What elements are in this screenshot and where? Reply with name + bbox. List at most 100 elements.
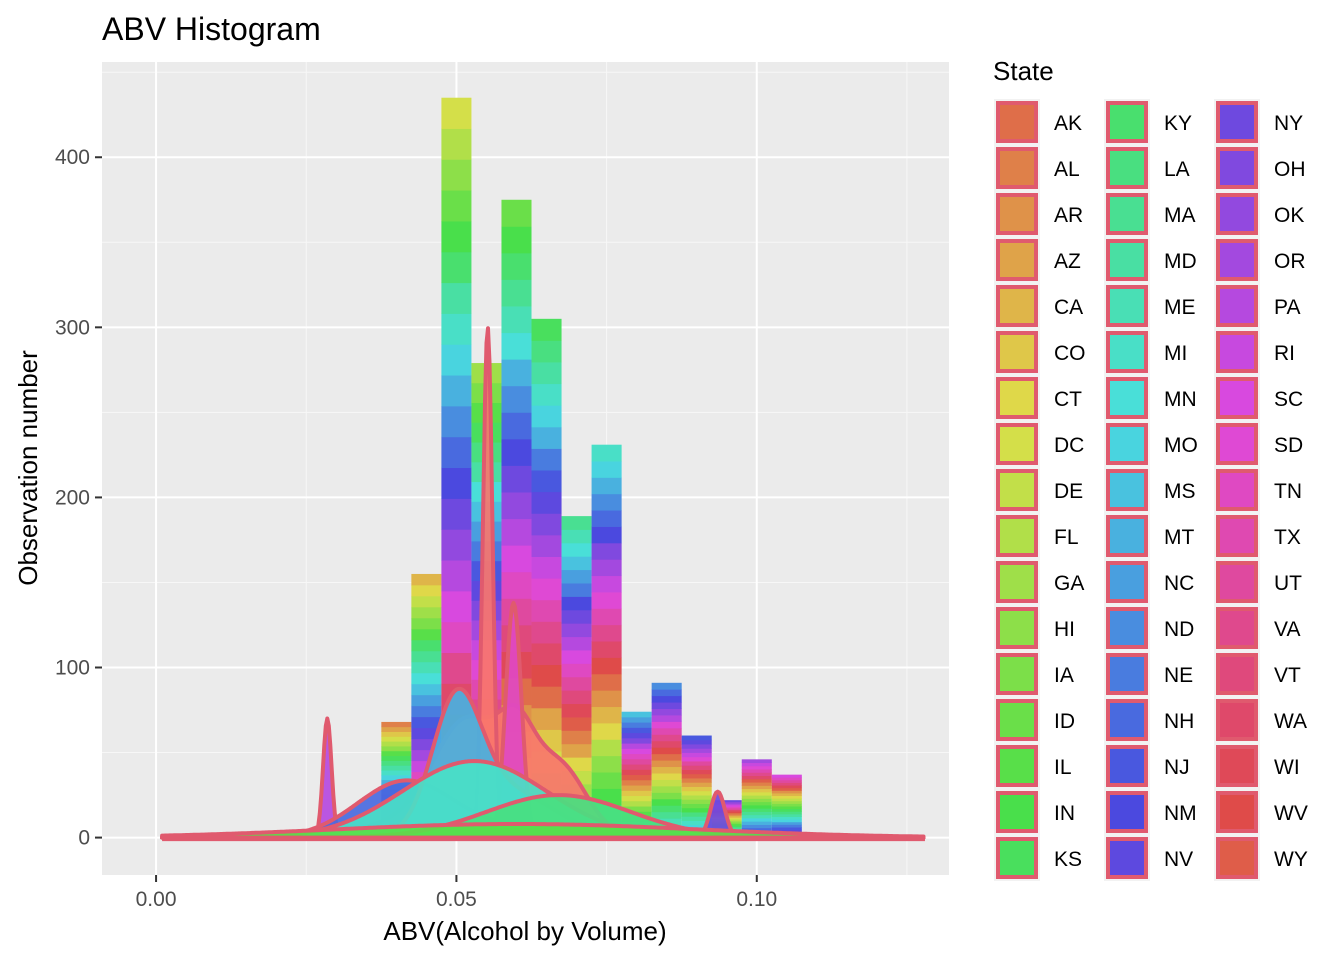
legend-item: KS bbox=[994, 835, 1082, 881]
bar-segment bbox=[531, 513, 562, 536]
bar-segment bbox=[501, 279, 532, 307]
legend-key-swatch bbox=[1216, 331, 1258, 373]
legend-label: SC bbox=[1274, 388, 1303, 411]
bar-segment bbox=[561, 636, 592, 651]
legend-item: PA bbox=[1214, 283, 1300, 329]
legend-key-swatch bbox=[1106, 193, 1148, 235]
histogram-bar bbox=[681, 735, 712, 838]
bar-segment bbox=[531, 491, 562, 514]
bar-segment bbox=[621, 785, 652, 791]
bar-segment bbox=[441, 560, 472, 592]
bar-segment bbox=[531, 664, 562, 687]
bar-segment bbox=[441, 652, 472, 684]
histogram-bar bbox=[771, 774, 802, 838]
legend-label: PA bbox=[1274, 296, 1300, 319]
bar-segment bbox=[591, 559, 622, 577]
bar-segment bbox=[531, 383, 562, 406]
bar-segment bbox=[591, 772, 622, 789]
legend: AK AL AR AZ CA CO CT DC DE FL GA HI IA ID IL IN KS KY LA MA… bbox=[994, 99, 1308, 881]
legend-key-swatch bbox=[1106, 377, 1148, 419]
legend-item: AR bbox=[994, 191, 1083, 237]
bar-segment bbox=[501, 385, 532, 413]
legend-item: OK bbox=[1214, 191, 1304, 237]
legend-title: State bbox=[993, 56, 1054, 86]
bar-segment bbox=[741, 821, 772, 825]
legend-key-swatch bbox=[996, 377, 1038, 419]
bar-segment bbox=[411, 617, 442, 630]
legend-key-swatch bbox=[996, 515, 1038, 557]
bar-segment bbox=[681, 820, 712, 826]
legend-key-swatch bbox=[996, 745, 1038, 787]
bar-segment bbox=[531, 707, 562, 730]
legend-item: AK bbox=[994, 99, 1082, 145]
legend-key-swatch bbox=[1216, 699, 1258, 741]
bar-segment bbox=[651, 760, 682, 768]
legend-item: LA bbox=[1104, 145, 1190, 191]
bar-segment bbox=[651, 727, 682, 735]
bar-segment bbox=[681, 803, 712, 809]
legend-key-swatch bbox=[1216, 193, 1258, 235]
bar-segment bbox=[621, 769, 652, 776]
bar-segment bbox=[381, 760, 412, 766]
bar-segment bbox=[741, 778, 772, 783]
legend-item: NY bbox=[1214, 99, 1303, 145]
bar-segment bbox=[441, 621, 472, 654]
legend-label: VA bbox=[1274, 618, 1300, 641]
bar-segment bbox=[411, 749, 442, 762]
legend-label: MI bbox=[1164, 342, 1187, 365]
legend-label: DC bbox=[1054, 434, 1084, 457]
bar-segment bbox=[681, 756, 712, 762]
bar-segment bbox=[531, 686, 562, 709]
bar-segment bbox=[771, 808, 802, 812]
bar-segment bbox=[741, 782, 772, 786]
legend-label: IN bbox=[1054, 802, 1075, 825]
legend-item: IN bbox=[994, 789, 1075, 835]
bar-segment bbox=[441, 590, 472, 623]
bar-segment bbox=[441, 190, 472, 222]
bar-segment bbox=[441, 529, 472, 561]
legend-key-swatch bbox=[1216, 653, 1258, 695]
bar-segment bbox=[621, 748, 652, 755]
y-axis-title: Observation number bbox=[13, 350, 43, 586]
legend-key-swatch bbox=[1106, 147, 1148, 189]
bar-segment bbox=[531, 534, 562, 557]
bar-segment bbox=[591, 690, 622, 708]
legend-item: RI bbox=[1214, 329, 1295, 375]
bar-segment bbox=[621, 753, 652, 760]
bar-segment bbox=[771, 777, 802, 781]
legend-key-swatch bbox=[1106, 607, 1148, 649]
bar-segment bbox=[411, 661, 442, 674]
bar-segment bbox=[651, 792, 682, 800]
bar-segment bbox=[591, 592, 622, 609]
bar-segment bbox=[441, 251, 472, 284]
legend-item: WV bbox=[1214, 789, 1308, 835]
bar-segment bbox=[561, 690, 592, 705]
legend-item: MA bbox=[1104, 191, 1196, 237]
legend-key-swatch bbox=[1106, 561, 1148, 603]
bar-segment bbox=[741, 795, 772, 799]
bar-segment bbox=[531, 578, 562, 601]
bar-segment bbox=[441, 313, 472, 345]
bar-segment bbox=[741, 772, 772, 777]
x-axis-ticks: 0.00 0.05 0.10 bbox=[136, 875, 777, 911]
legend-item: UT bbox=[1214, 559, 1302, 605]
bar-segment bbox=[621, 774, 652, 781]
legend-label: MO bbox=[1164, 434, 1198, 457]
bar-segment bbox=[681, 761, 712, 766]
legend-item: NC bbox=[1104, 559, 1194, 605]
legend-key-swatch bbox=[1216, 791, 1258, 833]
bar-segment bbox=[501, 571, 532, 599]
legend-key-swatch bbox=[1216, 285, 1258, 327]
bar-segment bbox=[681, 769, 712, 775]
bar-segment bbox=[741, 827, 772, 832]
bar-segment bbox=[441, 467, 472, 499]
bar-segment bbox=[621, 800, 652, 807]
bar-segment bbox=[651, 715, 682, 722]
bar-segment bbox=[441, 282, 472, 314]
legend-label: CT bbox=[1054, 388, 1082, 411]
legend-key-swatch bbox=[1216, 837, 1258, 879]
legend-label: KS bbox=[1054, 848, 1082, 871]
x-tick-label: 0.00 bbox=[136, 888, 177, 911]
legend-label: SD bbox=[1274, 434, 1303, 457]
legend-item: ID bbox=[994, 697, 1075, 743]
